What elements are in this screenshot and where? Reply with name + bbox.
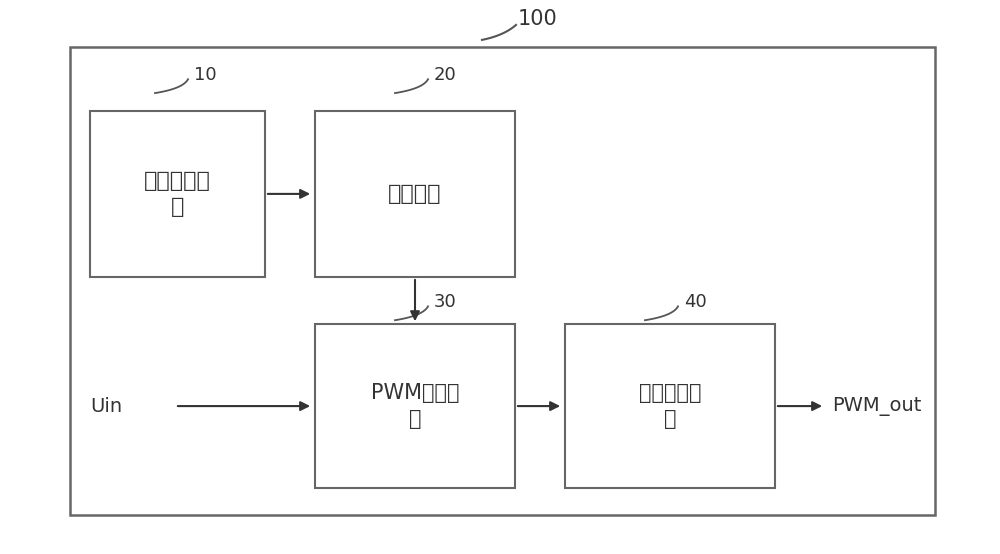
Text: PWM_out: PWM_out — [832, 397, 921, 416]
Text: 方波发生电
路: 方波发生电 路 — [144, 171, 211, 217]
Text: 光电耦合电
路: 光电耦合电 路 — [639, 383, 701, 429]
Text: 积分电路: 积分电路 — [388, 184, 442, 204]
Text: 30: 30 — [434, 293, 456, 311]
Text: 20: 20 — [434, 66, 456, 84]
Bar — [315, 111, 515, 277]
Text: 100: 100 — [518, 9, 558, 29]
Bar — [565, 324, 775, 488]
Bar — [315, 324, 515, 488]
Bar — [70, 47, 935, 515]
Text: PWM生成电
路: PWM生成电 路 — [371, 383, 459, 429]
Text: 40: 40 — [684, 293, 706, 311]
Text: 10: 10 — [194, 66, 216, 84]
Bar — [90, 111, 265, 277]
Text: Uin: Uin — [90, 397, 122, 416]
